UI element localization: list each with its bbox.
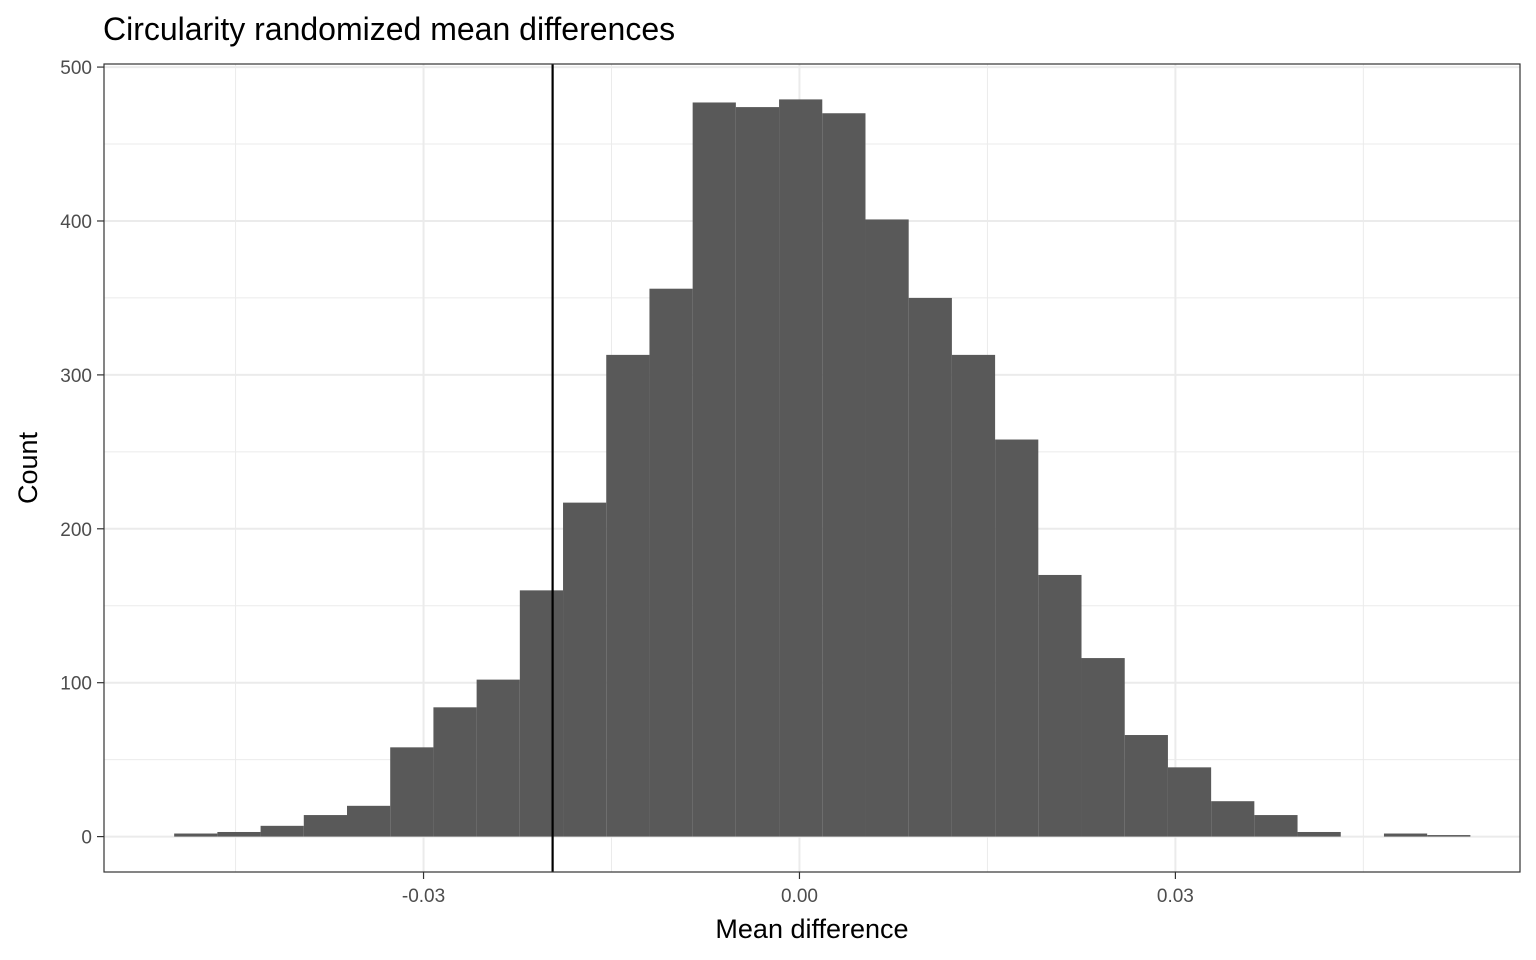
histogram-bar [303,815,348,837]
histogram-bar [1081,658,1125,837]
x-tick-label: 0.00 [781,886,818,907]
histogram-bar [865,219,909,837]
panel-border [103,63,1521,873]
histogram-bar [822,113,866,837]
histogram-bar [735,107,780,837]
histogram-bar [476,679,520,837]
histogram-bar [692,102,736,837]
histogram-bar [779,99,823,837]
histogram-bar [1211,801,1255,837]
histogram-bars [174,99,1471,837]
y-axis: 0 100 200 300 400 500 [60,58,104,849]
histogram-bar [951,354,996,837]
histogram-bar [390,747,434,837]
histogram-bar [563,502,607,837]
histogram-bar [1124,735,1168,837]
histogram-bar [260,825,304,837]
histogram-bar [1383,833,1428,837]
x-tick-label: 0.03 [1157,886,1194,907]
histogram-bar [995,439,1039,837]
histogram-bar [217,831,261,837]
y-tick-label: 300 [60,366,92,387]
y-tick-label: 400 [60,212,92,233]
y-tick-label: 200 [60,520,92,541]
x-axis: -0.03 0.00 0.03 [402,872,1194,907]
y-tick-label: 0 [81,828,92,849]
x-tick-label: -0.03 [402,886,445,907]
histogram-bar [1297,831,1341,837]
histogram-bar [347,805,391,837]
histogram-bar [433,707,477,837]
chart-title: Circularity randomized mean differences [103,11,675,47]
histogram-bar [1254,815,1298,837]
histogram-bar [649,288,693,837]
histogram-bar [174,833,218,837]
histogram-bar [908,297,952,837]
histogram-bar [519,590,564,837]
y-tick-label: 100 [60,674,92,695]
histogram-bar [606,354,650,837]
x-axis-title: Mean difference [715,914,908,944]
histogram-bar [1167,767,1212,837]
y-axis-title: Count [13,431,43,504]
y-tick-label: 500 [60,58,92,79]
histogram-bar [1038,574,1082,837]
histogram-bar [1427,835,1471,837]
